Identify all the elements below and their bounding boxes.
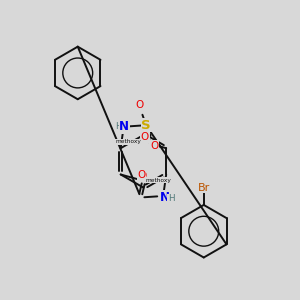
Text: N: N: [119, 120, 129, 133]
Text: methoxy: methoxy: [146, 178, 172, 183]
Text: H: H: [115, 122, 122, 131]
Text: O: O: [138, 171, 147, 181]
Text: O: O: [150, 141, 158, 151]
Text: Br: Br: [198, 183, 210, 193]
Text: O: O: [138, 170, 146, 180]
Text: O: O: [135, 100, 143, 110]
Text: S: S: [141, 119, 151, 132]
Text: H: H: [168, 194, 174, 203]
Text: methoxy: methoxy: [116, 140, 142, 144]
Text: N: N: [160, 191, 170, 204]
Text: O: O: [141, 133, 149, 142]
